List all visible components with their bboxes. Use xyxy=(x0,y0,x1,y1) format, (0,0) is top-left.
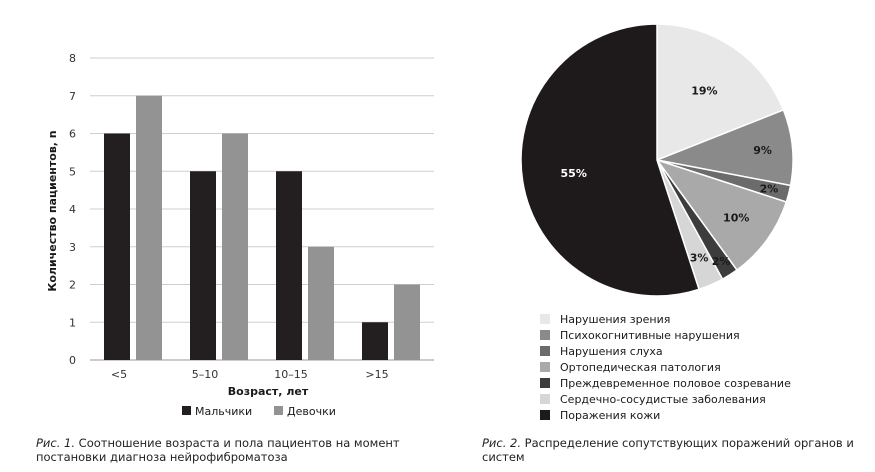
figure-1-text: Соотношение возраста и пола пациентов на… xyxy=(36,436,400,464)
pie-legend-label: Сердечно-сосудистые заболевания xyxy=(560,392,766,406)
pie-labels: 19%9%2%10%2%3%55% xyxy=(561,84,779,268)
figure-1-label: Рис. 1. xyxy=(36,436,76,450)
bar-y-tick-label: 6 xyxy=(69,128,76,141)
bar-legend-swatch xyxy=(182,406,191,415)
bar-y-axis-title: Количество пациентов, n xyxy=(46,130,59,291)
pie-chart: 19%9%2%10%2%3%55% xyxy=(520,23,794,297)
figure-2-label: Рис. 2. xyxy=(482,436,522,450)
pie-slices xyxy=(520,23,794,297)
bar-boys xyxy=(362,322,388,360)
pie-legend-item: Психокогнитивные нарушения xyxy=(540,327,791,343)
bar-y-tick-label: 0 xyxy=(69,354,76,367)
pie-legend-item: Нарушения слуха xyxy=(540,343,791,359)
pie-percent-label: 2% xyxy=(760,183,779,196)
bar-y-tick-label: 3 xyxy=(69,241,76,254)
bar-bars xyxy=(104,95,420,360)
bar-girls xyxy=(222,133,248,360)
pie-legend-swatch xyxy=(540,330,550,340)
pie-legend-label: Поражения кожи xyxy=(560,408,661,422)
bar-y-tick-label: 1 xyxy=(69,316,76,329)
pie-percent-label: 10% xyxy=(723,212,749,225)
bar-boys xyxy=(190,171,216,360)
pie-legend-label: Нарушения зрения xyxy=(560,312,671,326)
bar-y-tick-label: 7 xyxy=(69,90,76,103)
figure-2-text: Распределение сопутствующих поражений ор… xyxy=(482,436,854,464)
bar-y-tick-label: 8 xyxy=(69,52,76,65)
bar-x-tick-label: 10–15 xyxy=(274,368,308,381)
pie-legend-label: Ортопедическая патология xyxy=(560,360,721,374)
bar-x-tick-label: >15 xyxy=(365,368,388,381)
pie-slice xyxy=(655,158,788,272)
bar-legend-swatch xyxy=(274,406,283,415)
bar-chart: 0 1 2 3 4 5 6 7 8 <5 5–10 10–15 >15 Количество паци… xyxy=(46,52,434,418)
bar-legend-label: Мальчики xyxy=(195,405,252,418)
pie-legend-label: Нарушения слуха xyxy=(560,344,663,358)
bar-y-ticks: 0 1 2 3 4 5 6 7 8 xyxy=(69,52,76,367)
pie-legend-swatch xyxy=(540,314,550,324)
pie-slice xyxy=(520,23,700,297)
pie-percent-label: 55% xyxy=(561,167,587,180)
bar-y-tick-label: 4 xyxy=(69,203,76,216)
bar-x-tick-label: <5 xyxy=(111,368,127,381)
bar-boys xyxy=(104,133,130,360)
pie-percent-label: 19% xyxy=(691,84,717,97)
pie-percent-label: 2% xyxy=(712,255,731,268)
bar-y-tick-label: 2 xyxy=(69,279,76,292)
pie-percent-label: 9% xyxy=(753,144,772,157)
bar-x-axis-title: Возраст, лет xyxy=(228,385,309,398)
bar-legend-label: Девочки xyxy=(287,405,336,418)
bar-boys xyxy=(276,171,302,360)
pie-legend-swatch xyxy=(540,394,550,404)
pie-legend-label: Преждевременное половое созревание xyxy=(560,376,791,390)
bar-girls xyxy=(394,284,420,360)
pie-legend-item: Поражения кожи xyxy=(540,407,791,423)
bar-y-tick-label: 5 xyxy=(69,165,76,178)
pie-legend-item: Нарушения зрения xyxy=(540,311,791,327)
pie-legend-item: Сердечно-сосудистые заболевания xyxy=(540,391,791,407)
pie-legend-label: Психокогнитивные нарушения xyxy=(560,328,740,342)
pie-legend-item: Ортопедическая патология xyxy=(540,359,791,375)
bar-x-tick-label: 5–10 xyxy=(192,368,219,381)
pie-slice xyxy=(656,23,785,162)
bar-girls xyxy=(136,95,162,360)
bar-legend: Мальчики Девочки xyxy=(182,405,336,418)
pie-legend-swatch xyxy=(540,378,550,388)
pie-legend: Нарушения зрения Психокогнитивные нарушен… xyxy=(540,311,791,423)
bar-girls xyxy=(308,246,334,360)
pie-legend-swatch xyxy=(540,346,550,356)
bar-x-ticks: <5 5–10 10–15 >15 xyxy=(111,368,389,381)
pie-legend-swatch xyxy=(540,410,550,420)
figure-2-caption: Рис. 2. Распределение сопутствующих пора… xyxy=(482,436,862,464)
figure-1-caption: Рис. 1. Соотношение возраста и пола паци… xyxy=(36,436,436,464)
pie-legend-swatch xyxy=(540,362,550,372)
pie-legend-item: Преждевременное половое созревание xyxy=(540,375,791,391)
pie-percent-label: 3% xyxy=(690,251,709,264)
